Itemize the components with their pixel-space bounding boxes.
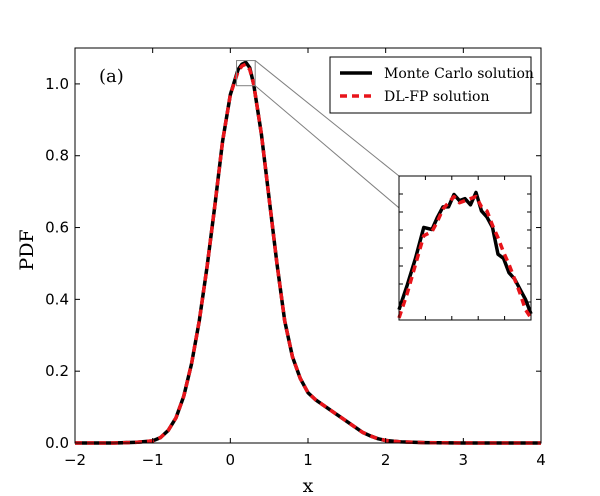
inset-plot xyxy=(397,175,533,321)
x-tick-label: −1 xyxy=(142,451,164,469)
inset-line-monte-carlo xyxy=(397,190,533,315)
y-tick-label: 0.6 xyxy=(45,219,69,237)
x-tick-label: −2 xyxy=(64,451,86,469)
y-tick-label: 0.0 xyxy=(45,434,69,452)
zoom-box xyxy=(236,60,256,87)
x-tick-label: 1 xyxy=(303,451,313,469)
x-tick-label: 4 xyxy=(536,451,546,469)
legend: Monte Carlo solution DL-FP solution xyxy=(329,56,534,114)
x-tick-label: 2 xyxy=(381,451,391,469)
axis-ticks: −2 −1 0 1 2 3 4 0.0 0.2 0.4 0.6 0.8 1.0 xyxy=(45,48,546,469)
inset-line-dl-fp xyxy=(397,194,533,319)
x-axis-label: x xyxy=(303,475,314,496)
panel-label: (a) xyxy=(99,66,124,87)
y-tick-label: 0.4 xyxy=(45,290,69,308)
zoom-connector-top xyxy=(254,60,400,177)
y-tick-label: 0.8 xyxy=(45,147,69,165)
legend-box xyxy=(329,56,532,114)
y-tick-label: 1.0 xyxy=(45,75,69,93)
legend-label-dl-fp: DL-FP solution xyxy=(384,89,490,105)
main-plot-lines xyxy=(75,60,541,445)
x-tick-label: 0 xyxy=(226,451,236,469)
y-axis-label: PDF xyxy=(16,229,38,270)
y-tick-label: 0.2 xyxy=(45,362,69,380)
x-tick-label: 3 xyxy=(459,451,469,469)
legend-label-monte-carlo: Monte Carlo solution xyxy=(384,66,534,82)
series-line-dl-fp xyxy=(75,62,541,445)
